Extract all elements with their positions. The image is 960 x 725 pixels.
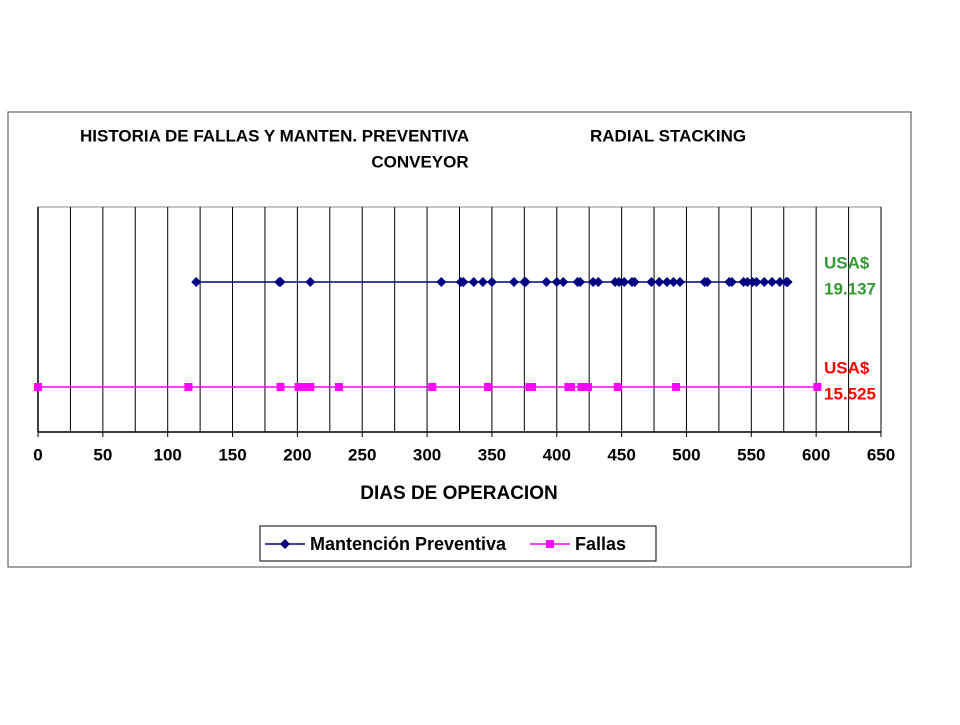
marker: [726, 277, 737, 287]
chart-title: RADIAL STACKING: [590, 126, 746, 145]
marker: [702, 277, 713, 287]
marker: [306, 383, 315, 391]
marker: [334, 383, 343, 391]
marker: [276, 383, 285, 391]
marker: [614, 277, 625, 287]
marker: [654, 277, 665, 287]
legend-label: Fallas: [575, 534, 626, 554]
x-tick-label: 300: [413, 445, 441, 464]
x-tick-label: 0: [33, 445, 42, 464]
x-tick-label: 200: [283, 445, 311, 464]
marker: [428, 383, 437, 391]
marker: [477, 277, 488, 287]
annotation: 19.137: [824, 279, 876, 298]
marker: [541, 277, 552, 287]
legend-label: Mantención Preventiva: [310, 534, 507, 554]
marker: [767, 277, 778, 287]
marker: [759, 277, 770, 287]
x-tick-label: 250: [348, 445, 376, 464]
x-axis-label: DIAS DE OPERACION: [360, 483, 557, 504]
marker: [593, 277, 604, 287]
x-tick-label: 600: [802, 445, 830, 464]
marker: [751, 277, 762, 287]
marker: [458, 277, 469, 287]
marker: [436, 277, 447, 287]
x-tick-label: 650: [867, 445, 895, 464]
marker: [520, 277, 531, 287]
marker: [528, 383, 537, 391]
marker: [558, 277, 569, 287]
marker: [674, 277, 685, 287]
annotation: 15.525: [824, 384, 876, 403]
annotation: USA$: [824, 358, 870, 377]
marker: [468, 277, 479, 287]
x-tick-label: 400: [543, 445, 571, 464]
marker: [662, 277, 673, 287]
marker: [280, 539, 290, 549]
marker: [742, 277, 753, 287]
marker: [575, 277, 586, 287]
chart-title: HISTORIA DE FALLAS Y MANTEN. PREVENTIVA: [80, 126, 469, 145]
marker: [184, 383, 193, 391]
marker: [813, 383, 822, 391]
marker: [275, 277, 286, 287]
chart-title: CONVEYOR: [371, 152, 468, 171]
x-tick-label: 500: [672, 445, 700, 464]
marker: [484, 383, 493, 391]
marker: [774, 277, 785, 287]
marker: [34, 383, 42, 391]
x-tick-label: 150: [218, 445, 246, 464]
marker: [305, 277, 316, 287]
x-tick-label: 550: [737, 445, 765, 464]
legend-box: [259, 525, 657, 562]
marker: [782, 277, 793, 287]
marker: [551, 277, 562, 287]
x-tick-label: 100: [154, 445, 182, 464]
marker: [619, 277, 630, 287]
marker: [668, 277, 679, 287]
marker: [588, 277, 599, 287]
marker: [567, 383, 576, 391]
marker: [508, 277, 519, 287]
x-tick-label: 350: [478, 445, 506, 464]
marker: [629, 277, 640, 287]
x-tick-label: 450: [607, 445, 635, 464]
marker: [546, 540, 554, 548]
marker: [486, 277, 497, 287]
marker: [577, 383, 586, 391]
annotation: USA$: [824, 253, 870, 272]
x-tick-label: 50: [93, 445, 112, 464]
marker: [294, 383, 303, 391]
marker: [672, 383, 681, 391]
marker: [646, 277, 657, 287]
marker: [191, 277, 202, 287]
marker: [613, 383, 622, 391]
marker: [583, 383, 592, 391]
